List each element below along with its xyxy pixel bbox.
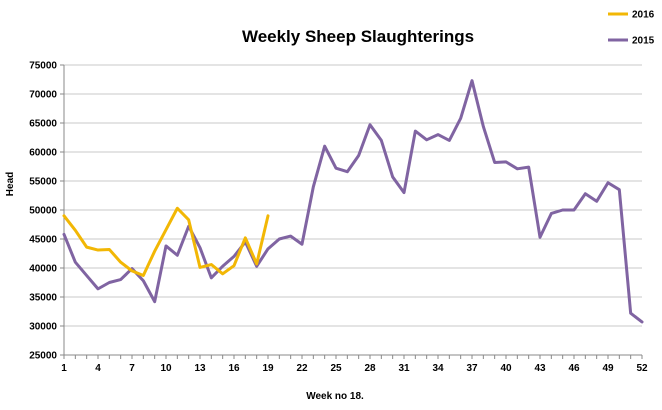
x-tick-label: 40 xyxy=(500,363,512,374)
y-tick-label: 65000 xyxy=(29,119,57,130)
y-tick-label: 50000 xyxy=(29,206,57,217)
x-tick-label: 16 xyxy=(228,363,240,374)
x-axis-title: Week no 18. xyxy=(306,391,364,402)
legend: 2016 2015 xyxy=(608,10,655,47)
series-line-2016 xyxy=(62,206,270,278)
x-tick-label: 52 xyxy=(636,363,648,374)
x-tick-label: 46 xyxy=(568,363,580,374)
x-tick-label: 34 xyxy=(432,363,444,374)
legend-label-2015: 2015 xyxy=(632,36,655,47)
x-tick-label: 43 xyxy=(534,363,546,374)
x-tick-label: 13 xyxy=(194,363,206,374)
x-tick-label: 19 xyxy=(262,363,274,374)
y-tick-label: 45000 xyxy=(29,235,57,246)
x-tick-label: 37 xyxy=(466,363,478,374)
x-tick-label: 28 xyxy=(364,363,376,374)
x-tick-label: 10 xyxy=(160,363,172,374)
x-tick-label: 4 xyxy=(95,363,101,374)
grid-lines xyxy=(64,64,642,327)
y-tick-label: 70000 xyxy=(29,90,57,101)
y-axis-title: Head xyxy=(5,172,16,196)
y-tick-label: 40000 xyxy=(29,264,57,275)
x-tick-label: 31 xyxy=(398,363,410,374)
y-tick-label: 55000 xyxy=(29,177,57,188)
y-tick-label: 60000 xyxy=(29,148,57,159)
y-axis-tick-labels: 25000 30000 35000 40000 45000 50000 55000 60000… xyxy=(29,61,57,362)
y-tick-label: 30000 xyxy=(29,322,57,333)
x-tick-label: 25 xyxy=(330,363,342,374)
chart-title: Weekly Sheep Slaughterings xyxy=(242,27,474,46)
series-line-2015 xyxy=(62,79,644,324)
y-tick-label: 75000 xyxy=(29,61,57,72)
x-axis-tick-labels: 1 4 7 10 13 16 19 22 25 28 31 34 37 40 43 46 49 52 xyxy=(61,363,648,374)
series-lines xyxy=(62,79,644,324)
axes xyxy=(60,64,643,359)
y-tick-label: 25000 xyxy=(29,351,57,362)
legend-label-2016: 2016 xyxy=(632,10,655,21)
y-tick-label: 35000 xyxy=(29,293,57,304)
x-tick-label: 49 xyxy=(602,363,614,374)
x-tick-label: 7 xyxy=(129,363,135,374)
x-tick-label: 1 xyxy=(61,363,67,374)
x-tick-label: 22 xyxy=(296,363,308,374)
